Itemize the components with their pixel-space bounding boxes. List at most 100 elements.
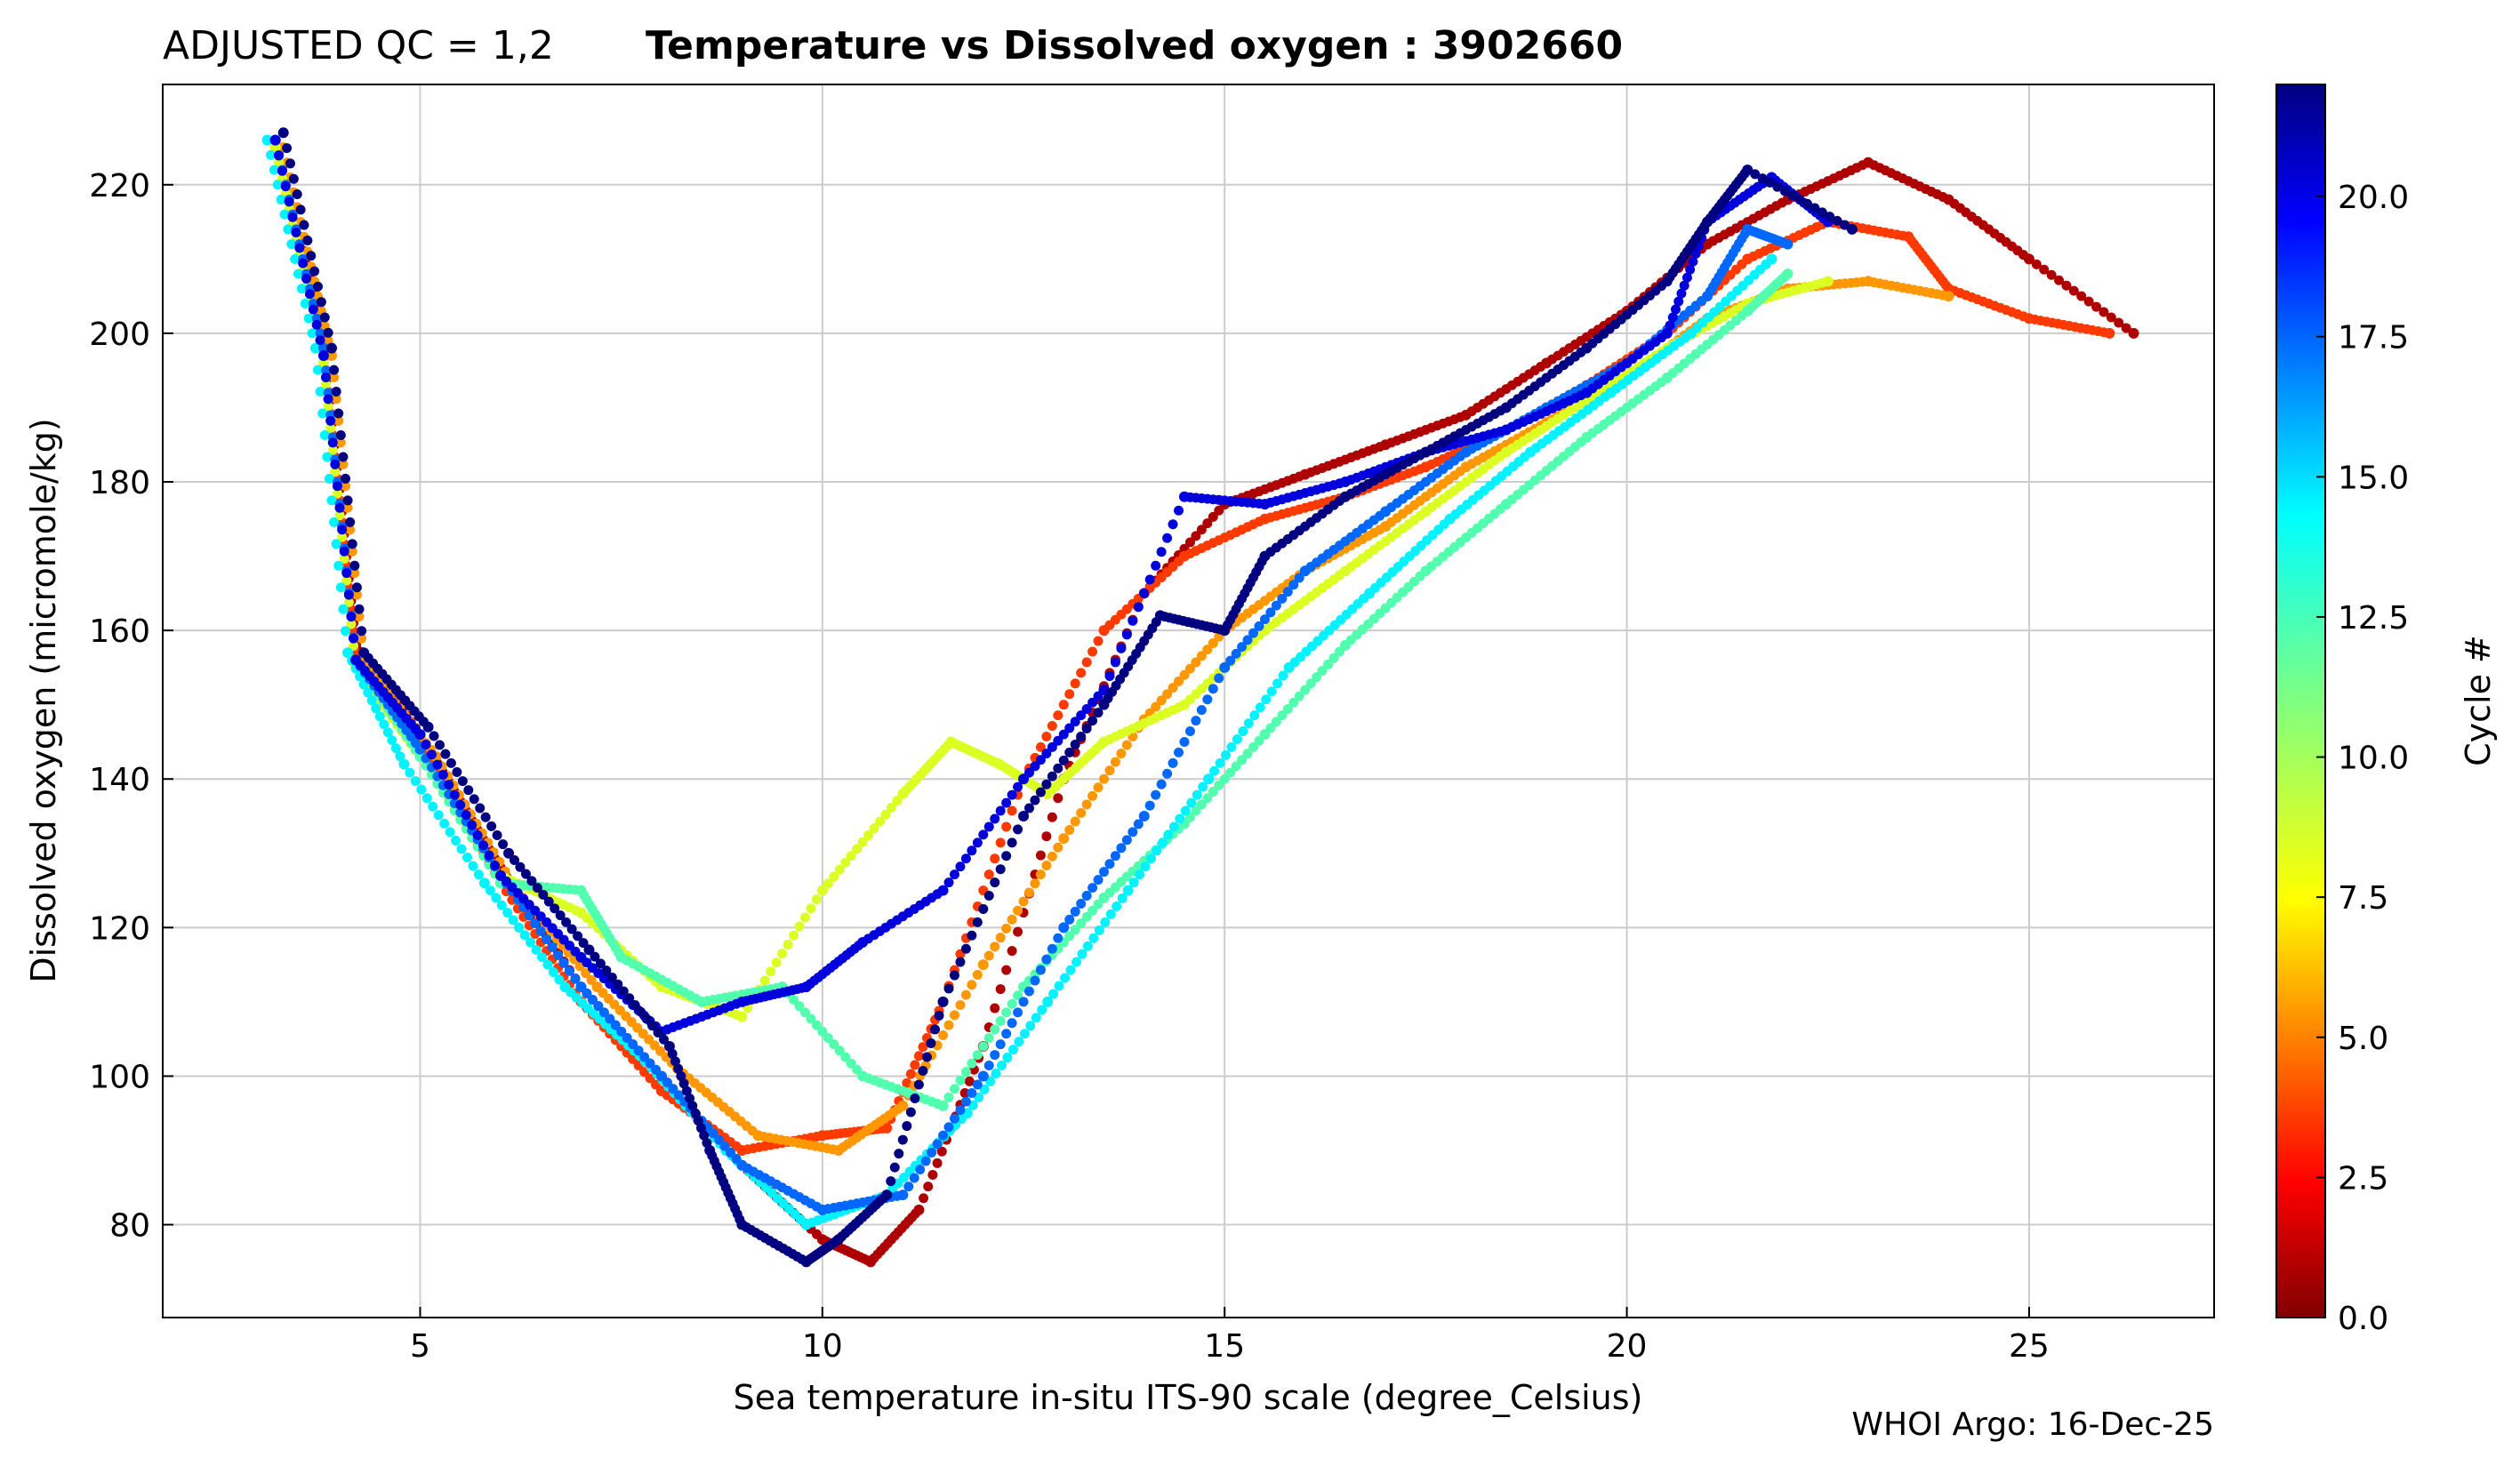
profile-point [1007,789,1017,800]
profile-point [1128,827,1138,837]
profile-point [480,812,491,822]
profile-point [1688,256,1698,267]
profile-point [1047,771,1057,781]
profile-point [639,1052,650,1062]
profile-point [1681,272,1692,283]
profile-point [1375,525,1385,535]
profile-point [1328,653,1339,663]
data-point [317,342,329,354]
profile-point [972,917,983,927]
profile-point [2091,301,2102,312]
profile-point [789,930,799,941]
profile-point [1375,442,1385,453]
profile-point [624,993,635,1004]
profile-point [1014,1037,1024,1047]
profile-point [708,1128,718,1139]
profile-point [456,844,467,854]
profile-point [1100,917,1111,927]
profile-point [561,917,572,927]
data-point [342,647,354,659]
profile-point [1093,691,1104,701]
profile-point [1779,186,1790,196]
profile-point [1070,717,1080,727]
profile-point [647,1021,658,1031]
profile-point [316,297,326,308]
profile-point [747,1126,758,1136]
profile-point [910,1093,920,1104]
profile-point [274,150,285,161]
profile-point [1495,426,1505,437]
profile-point [628,1039,638,1050]
profile-point [1156,779,1167,789]
profile-point [1656,281,1666,292]
profile-point [284,196,294,207]
profile-point [1156,547,1167,557]
profile-point [1779,271,1790,282]
profile-point [307,328,317,339]
profile-point [1576,437,1586,447]
profile-point [363,687,373,698]
profile-point [325,415,336,426]
profile-point [1495,451,1505,461]
profile-point [1053,735,1063,746]
profile-point [1048,989,1059,999]
profile-point [1064,914,1075,925]
profile-point [834,1045,845,1056]
profile-point [949,1010,959,1021]
profile-point [1278,670,1288,681]
profile-point [949,869,959,880]
x-tick-label: 15 [1204,1328,1245,1365]
profile-point [1116,843,1127,853]
profile-point [496,900,507,910]
profile-point [1334,646,1344,657]
profile-point [590,951,600,962]
colorbar-tick-label: 2.5 [2338,1160,2388,1197]
profile-point [719,1141,730,1151]
profile-point [1215,624,1225,635]
profile-point [322,452,333,462]
profile-point [286,239,297,250]
profile-point [1013,824,1023,835]
profile-point [1081,799,1092,810]
profile-point [514,922,525,933]
profile-point [1099,773,1110,784]
profile-point [1750,169,1761,180]
profile-point [1163,829,1174,840]
profile-point [1168,683,1178,693]
profile-point [1168,519,1178,530]
profile-point [1215,757,1225,768]
profile-point [840,858,851,869]
profile-point [955,999,966,1010]
profile-point [1064,689,1075,700]
profile-point [967,930,977,941]
profile-point [315,387,325,397]
profile-point [582,988,592,998]
colorbar-tick-label: 0.0 [2338,1301,2388,1337]
profile-point [349,568,360,579]
profile-point [1265,723,1276,733]
profile-point [1455,451,1465,461]
profile-point [811,894,822,905]
profile-point [1116,749,1127,759]
data-point [977,1070,989,1082]
profile-point [351,589,362,600]
profile-point [1035,755,1046,765]
profile-point [1288,697,1299,708]
profile-point [1018,997,1029,1007]
profile-point [586,974,597,985]
profile-point [1196,799,1207,810]
profile-point [1667,312,1678,323]
profile-point [1151,701,1161,712]
profile-point [610,1020,621,1030]
profile-point [1198,781,1208,792]
profile-point [797,982,807,993]
profile-point [678,1078,689,1089]
profile-point [1152,845,1162,856]
profile-point [794,921,805,932]
data-point [1219,661,1231,673]
profile-point [919,1193,929,1204]
profile-point [1099,867,1110,877]
profile-point [324,473,334,484]
profile-point [1162,768,1173,779]
profile-point [1076,918,1087,929]
